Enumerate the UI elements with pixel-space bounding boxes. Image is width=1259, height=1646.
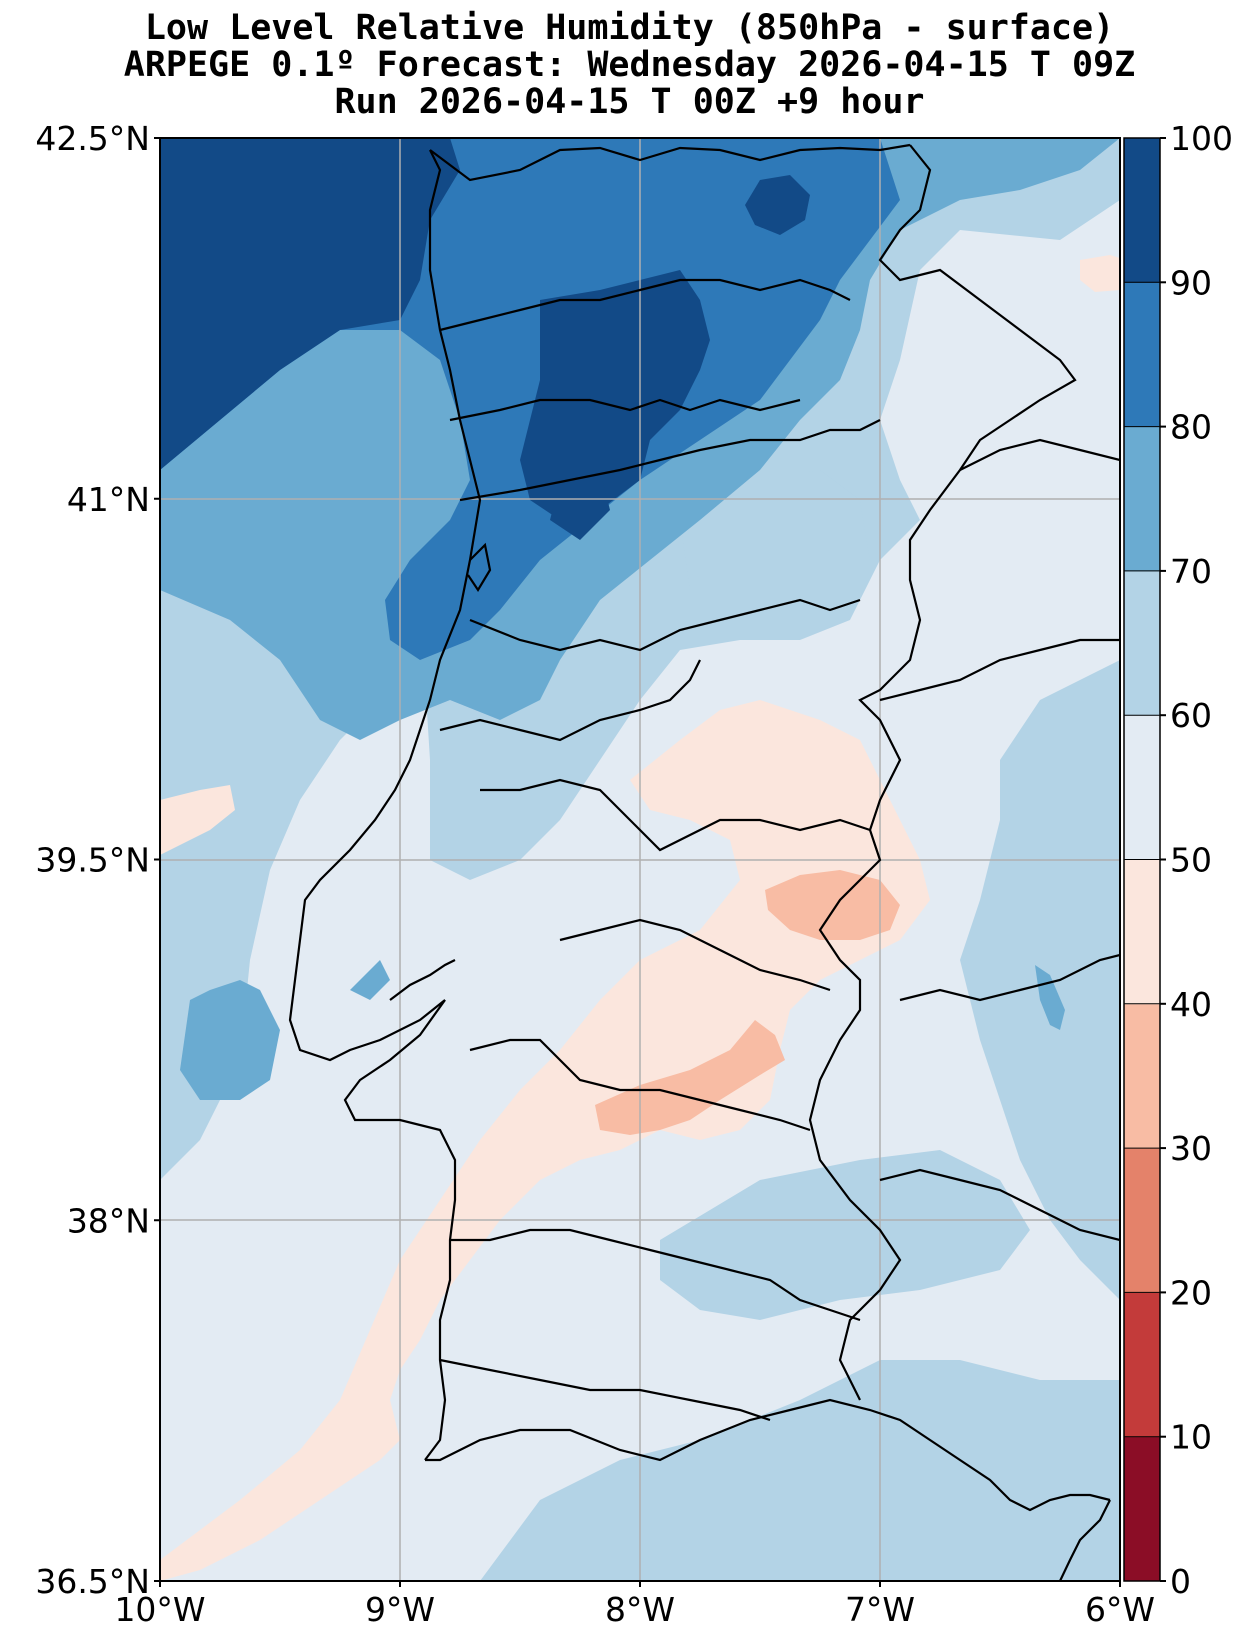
colorbar-segment (1124, 570, 1160, 716)
border-spain-inland (899, 953, 1120, 1002)
contour-90-100-offshore (160, 138, 460, 470)
colorbar-segment (1124, 1148, 1160, 1293)
coastline-borders (288, 143, 1120, 1581)
border-spain-inland-4 (959, 438, 1120, 471)
colorbar: 0 10 20 30 40 50 60 70 80 90 100 (1123, 119, 1233, 1601)
contour-30-40-east (765, 870, 900, 940)
colorbar-tick-label: 60 (1170, 696, 1212, 735)
contour-70-80-blob-sw (180, 980, 280, 1100)
contour-60-70-center (680, 470, 870, 620)
map-title: Low Level Relative Humidity (850hPa - su… (0, 10, 1259, 121)
lat-tick-label: 39.5°N (35, 841, 150, 880)
lon-tick-label: 8°W (605, 1590, 675, 1629)
river-tagus-estuary (389, 959, 456, 1001)
border-spain-inland-3 (879, 638, 1120, 702)
colorbar-tick-label: 40 (1170, 985, 1212, 1024)
colorbar-segment (1124, 715, 1160, 860)
colorbar-segment (1124, 859, 1160, 1005)
contour-70-80-blob-east (1035, 965, 1065, 1030)
gridlines (160, 138, 1120, 1581)
border-spain-inland-2 (879, 1168, 1120, 1242)
border-district-b (439, 278, 851, 332)
border-district-j (439, 1358, 771, 1422)
colorbar-segment (1124, 1436, 1160, 1582)
lon-tick-label: 10°W (114, 1590, 205, 1629)
colorbar-tick-label: 0 (1170, 1562, 1191, 1601)
colorbar-tick-label: 30 (1170, 1129, 1212, 1168)
border-portugal-spain-north (808, 144, 1077, 1401)
border-district-g (559, 918, 831, 992)
contour-90-100-inland2 (550, 470, 610, 540)
colorbar-tick-label: 10 (1170, 1418, 1212, 1457)
colorbar-tick-label: 20 (1170, 1273, 1212, 1312)
coastline-gibraltar (1059, 1499, 1111, 1581)
colorbar-tick-label: 90 (1170, 263, 1212, 302)
title-line-2: ARPEGE 0.1º Forecast: Wednesday 2026-04-… (123, 45, 1136, 85)
coastline-west (288, 149, 482, 1461)
axis-labels: 10°W 9°W 8°W 7°W 6°W 42.5°N 41°N 39.5°N 38°N 36.5… (35, 119, 1155, 1629)
lat-tick-label: 42.5°N (35, 119, 150, 158)
border-minho (429, 143, 911, 182)
colorbar-tick-label: 100 (1170, 119, 1233, 158)
colorbar-segment (1124, 282, 1160, 428)
border-district-h (469, 1038, 811, 1132)
lat-tick-label: 38°N (67, 1201, 150, 1240)
colorbar-segment (1124, 1003, 1160, 1149)
contour-90-100-inland (520, 270, 710, 520)
border-district-e (439, 659, 701, 742)
contour-70-80-blob-coast (350, 960, 390, 1000)
colorbar-segment (1124, 426, 1160, 572)
colorbar-tick-label: 70 (1170, 552, 1212, 591)
colorbar-segment (1124, 1292, 1160, 1438)
lon-tick-label: 7°W (845, 1590, 915, 1629)
colorbar-segment (1124, 138, 1160, 283)
contour-30-40-band (595, 1020, 785, 1135)
lon-tick-label: 9°W (365, 1590, 435, 1629)
contour-40-50-center (160, 700, 930, 1581)
border-district-f (480, 778, 871, 852)
contour-90-100-peak (745, 175, 810, 235)
border-district-c (449, 398, 801, 422)
border-district-i (450, 1228, 861, 1322)
colorbar-tick-label: 50 (1170, 841, 1212, 880)
contour-60-70-southcentral (660, 1150, 1030, 1320)
lat-tick-label: 41°N (67, 480, 150, 519)
title-line-1: Low Level Relative Humidity (850hPa - su… (144, 8, 1115, 48)
coastline-south (425, 1398, 1111, 1512)
title-line-3: Run 2026-04-15 T 00Z +9 hour (334, 82, 925, 122)
colorbar-tick-label: 80 (1170, 408, 1212, 447)
aveiro-lagoon (467, 542, 492, 593)
contour-40-50-ne (1080, 255, 1120, 292)
border-district-a (459, 419, 881, 502)
lon-tick-label: 6°W (1085, 1590, 1155, 1629)
lat-tick-label: 36.5°N (35, 1562, 150, 1601)
border-district-d (469, 598, 861, 652)
contour-40-50-west (160, 785, 235, 855)
